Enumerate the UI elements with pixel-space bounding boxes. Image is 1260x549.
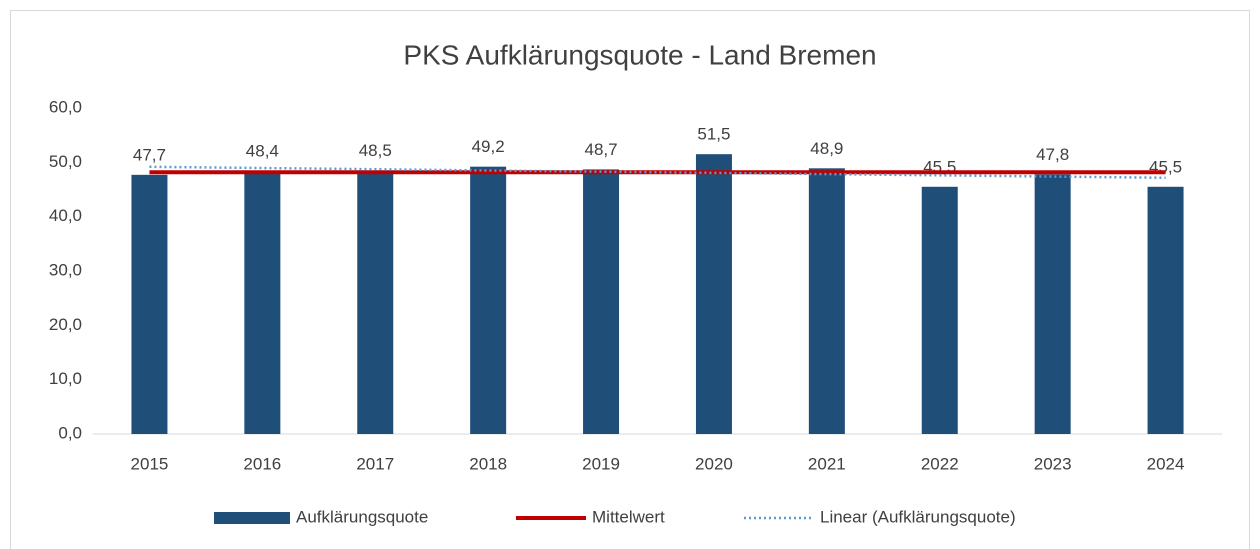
bar — [695, 154, 732, 434]
bar — [1147, 186, 1184, 434]
legend-label: Mittelwert — [592, 507, 665, 526]
bar — [357, 170, 394, 434]
x-tick-label: 2016 — [243, 454, 281, 473]
bar — [1034, 174, 1071, 434]
x-tick-label: 2015 — [131, 454, 169, 473]
legend-swatch — [214, 512, 290, 524]
bar — [244, 171, 281, 434]
data-label: 48,5 — [359, 141, 392, 160]
bar — [470, 166, 507, 434]
y-tick-label: 30,0 — [49, 260, 82, 279]
legend-label: Linear (Aufklärungsquote) — [820, 507, 1016, 526]
y-tick-label: 0,0 — [58, 423, 82, 442]
y-tick-label: 50,0 — [49, 152, 82, 171]
y-tick-label: 10,0 — [49, 369, 82, 388]
chart-title: PKS Aufklärungsquote - Land Bremen — [403, 39, 876, 70]
x-tick-label: 2021 — [808, 454, 846, 473]
bar — [583, 169, 620, 434]
x-tick-label: 2017 — [356, 454, 394, 473]
bar — [808, 168, 845, 434]
data-label: 47,8 — [1036, 145, 1069, 164]
data-label: 48,9 — [810, 139, 843, 158]
x-tick-label: 2020 — [695, 454, 733, 473]
x-tick-label: 2018 — [469, 454, 507, 473]
data-label: 48,7 — [585, 140, 618, 159]
bar — [131, 174, 168, 434]
data-label: 49,2 — [472, 137, 505, 156]
data-label: 48,4 — [246, 142, 279, 161]
x-tick-label: 2024 — [1147, 454, 1185, 473]
y-tick-label: 60,0 — [49, 97, 82, 116]
y-tick-label: 20,0 — [49, 315, 82, 334]
data-label: 47,7 — [133, 145, 166, 164]
data-label: 51,5 — [697, 125, 730, 144]
line — [149, 165, 1166, 180]
y-tick-label: 40,0 — [49, 206, 82, 225]
x-tick-label: 2019 — [582, 454, 620, 473]
x-tick-label: 2023 — [1034, 454, 1072, 473]
legend-label: Aufklärungsquote — [296, 507, 428, 526]
bar — [921, 186, 958, 434]
x-tick-label: 2022 — [921, 454, 959, 473]
